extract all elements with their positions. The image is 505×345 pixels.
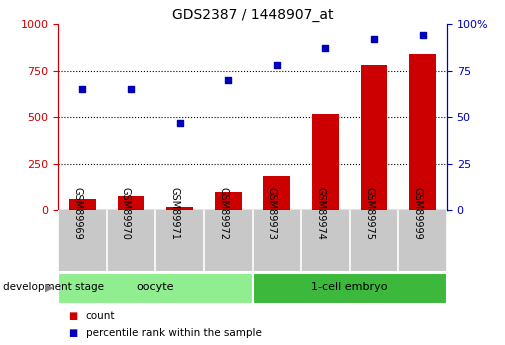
Text: ▶: ▶ (44, 283, 53, 292)
Title: GDS2387 / 1448907_at: GDS2387 / 1448907_at (172, 8, 333, 22)
Bar (264, 176, 290, 210)
Bar (252, 273, 447, 304)
Text: 1-cell embryo: 1-cell embryo (312, 283, 388, 292)
Text: GSM89969: GSM89969 (72, 187, 82, 240)
Text: GSM89975: GSM89975 (364, 187, 374, 240)
Bar (166, 207, 193, 210)
Bar (361, 65, 387, 210)
Text: percentile rank within the sample: percentile rank within the sample (86, 328, 262, 338)
Text: GSM89973: GSM89973 (267, 187, 277, 240)
Point (370, 36, 378, 42)
Bar (58, 273, 252, 304)
Point (273, 62, 281, 68)
Text: ■: ■ (68, 328, 77, 338)
Bar (312, 114, 339, 210)
Text: GSM89971: GSM89971 (170, 187, 180, 240)
Point (78, 87, 86, 92)
Point (419, 32, 427, 38)
Point (321, 46, 329, 51)
Bar (118, 196, 144, 210)
Text: GSM89972: GSM89972 (218, 187, 228, 240)
Text: ■: ■ (68, 312, 77, 322)
Bar (215, 192, 241, 210)
Point (224, 77, 232, 83)
Text: GSM89974: GSM89974 (316, 187, 325, 240)
Point (127, 87, 135, 92)
Text: count: count (86, 312, 115, 322)
Point (176, 120, 184, 126)
Text: GSM89970: GSM89970 (121, 187, 131, 240)
Bar (69, 199, 96, 210)
Text: oocyte: oocyte (136, 283, 174, 292)
Bar (409, 54, 436, 210)
Text: GSM89999: GSM89999 (413, 187, 423, 240)
Text: development stage: development stage (3, 283, 104, 292)
